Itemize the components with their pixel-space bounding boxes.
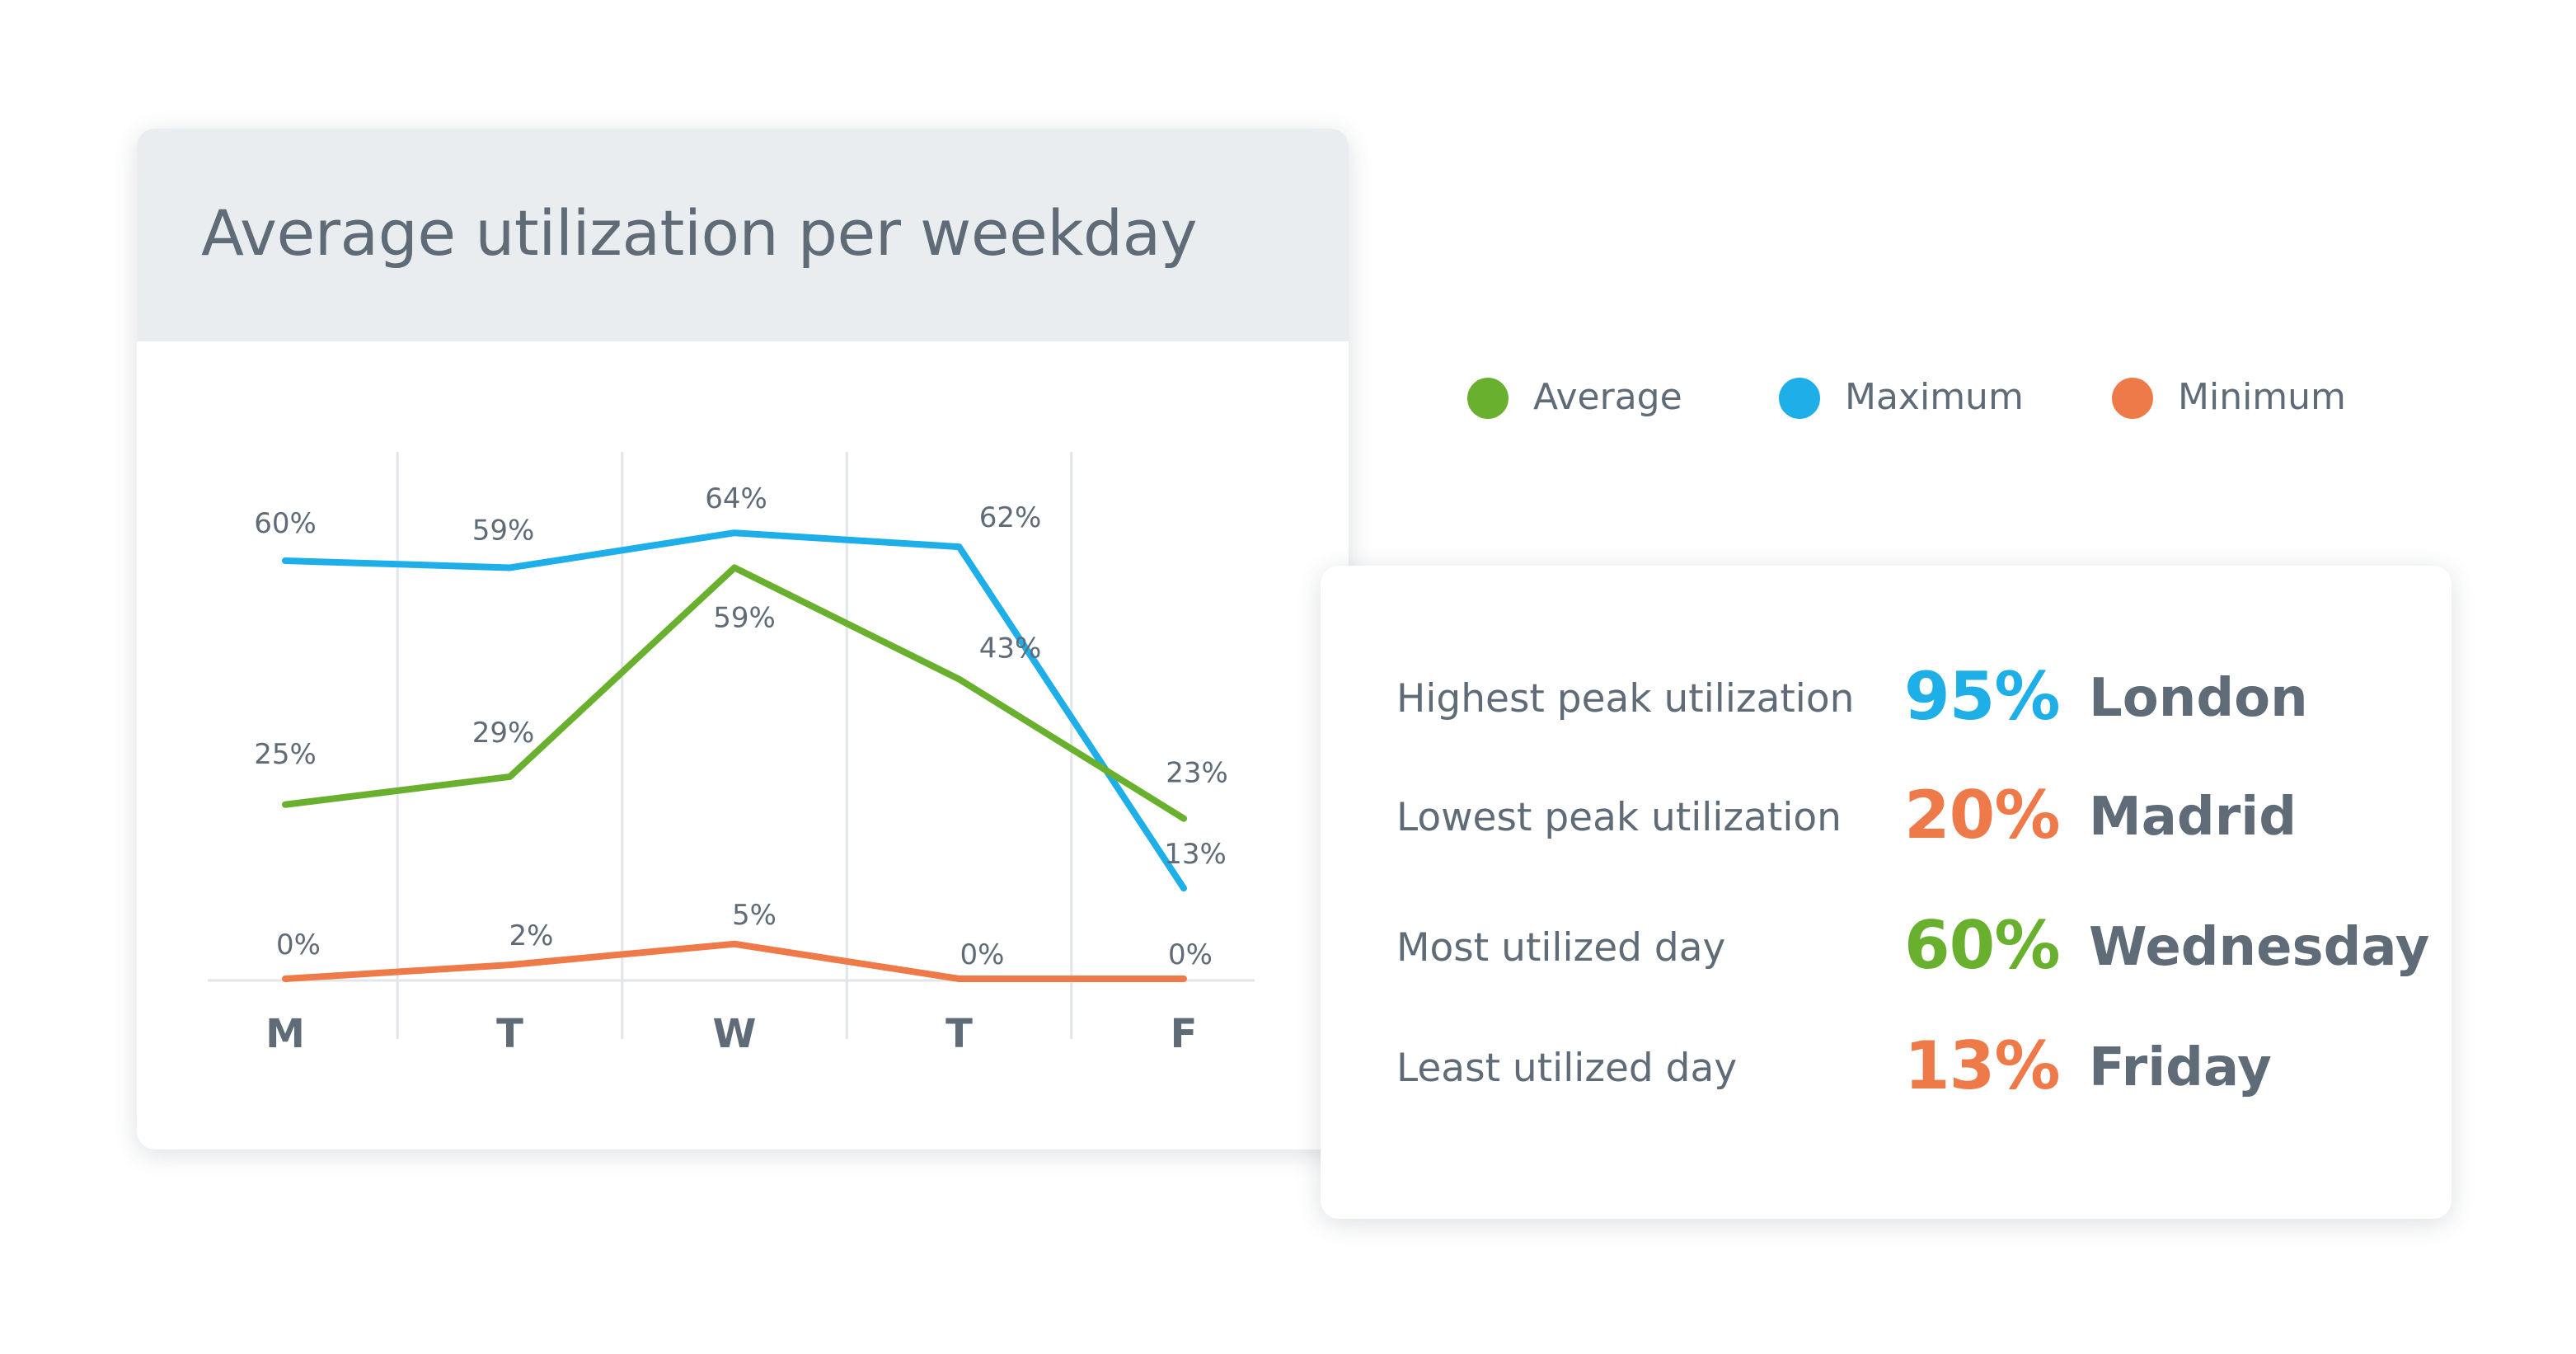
data-label-minimum: 0% bbox=[276, 929, 321, 961]
data-label-minimum: 2% bbox=[509, 919, 554, 952]
x-tick-label: T bbox=[496, 1011, 523, 1057]
legend-label: Maximum bbox=[1845, 376, 2024, 418]
data-label-average: 59% bbox=[713, 601, 776, 634]
data-label-average: 23% bbox=[1166, 757, 1228, 790]
stat-name: Friday bbox=[2089, 1037, 2272, 1098]
stat-row-least-utilized: Least utilized day 13% Friday bbox=[1321, 1027, 2452, 1110]
x-tick-label: T bbox=[945, 1011, 973, 1057]
data-label-minimum: 0% bbox=[960, 938, 1005, 971]
stat-label: Most utilized day bbox=[1396, 925, 1726, 971]
data-label-maximum: 59% bbox=[472, 514, 535, 547]
chart-header: Average utilization per weekday bbox=[137, 129, 1349, 341]
data-label-maximum: 62% bbox=[979, 501, 1042, 534]
stat-value: 20% bbox=[1904, 777, 2060, 853]
stat-value: 60% bbox=[1904, 907, 2060, 984]
x-tick-label: W bbox=[713, 1011, 757, 1057]
stat-value: 13% bbox=[1904, 1027, 2060, 1104]
stat-row-highest-peak: Highest peak utilization 95% London bbox=[1321, 658, 2452, 740]
x-tick-label: M bbox=[265, 1011, 305, 1057]
series-line-average bbox=[282, 564, 1187, 822]
data-label-maximum: 60% bbox=[254, 507, 317, 540]
legend-label: Average bbox=[1533, 376, 1682, 418]
stats-card: Highest peak utilization 95% London Lowe… bbox=[1321, 566, 2452, 1219]
legend-dot-average bbox=[1467, 378, 1509, 419]
data-label-average: 29% bbox=[472, 717, 535, 750]
stat-name: London bbox=[2089, 668, 2308, 729]
legend-dot-minimum bbox=[2112, 378, 2153, 419]
stat-name: Wednesday bbox=[2089, 917, 2430, 978]
data-label-average: 43% bbox=[979, 632, 1042, 665]
series-line-minimum bbox=[282, 940, 1187, 982]
legend-dot-maximum bbox=[1779, 378, 1820, 419]
data-label-average: 25% bbox=[254, 738, 317, 771]
x-tick-label: F bbox=[1171, 1011, 1198, 1057]
stat-row-lowest-peak: Lowest peak utilization 20% Madrid bbox=[1321, 777, 2452, 859]
chart-title: Average utilization per weekday bbox=[201, 196, 1198, 270]
data-label-maximum: 64% bbox=[705, 482, 767, 515]
line-chart: 60% 59% 64% 62% 13% 25% 29% 59% 43% 23% 0% 2% 5% 0% 0%… bbox=[208, 452, 1255, 1057]
stat-label: Least utilized day bbox=[1396, 1046, 1738, 1091]
stat-row-most-utilized: Most utilized day 60% Wednesday bbox=[1321, 907, 2452, 990]
data-label-minimum: 0% bbox=[1168, 938, 1213, 971]
stat-name: Madrid bbox=[2089, 787, 2297, 848]
stat-value: 95% bbox=[1904, 658, 2060, 735]
stat-label: Highest peak utilization bbox=[1396, 676, 1855, 722]
stat-label: Lowest peak utilization bbox=[1396, 795, 1842, 840]
chart-card: Average utilization per weekday 60% 59% 64… bbox=[137, 129, 1349, 1149]
legend-label: Minimum bbox=[2178, 376, 2346, 418]
series-line-maximum bbox=[282, 529, 1187, 892]
data-label-minimum: 5% bbox=[732, 899, 777, 932]
data-label-maximum: 13% bbox=[1164, 838, 1227, 871]
